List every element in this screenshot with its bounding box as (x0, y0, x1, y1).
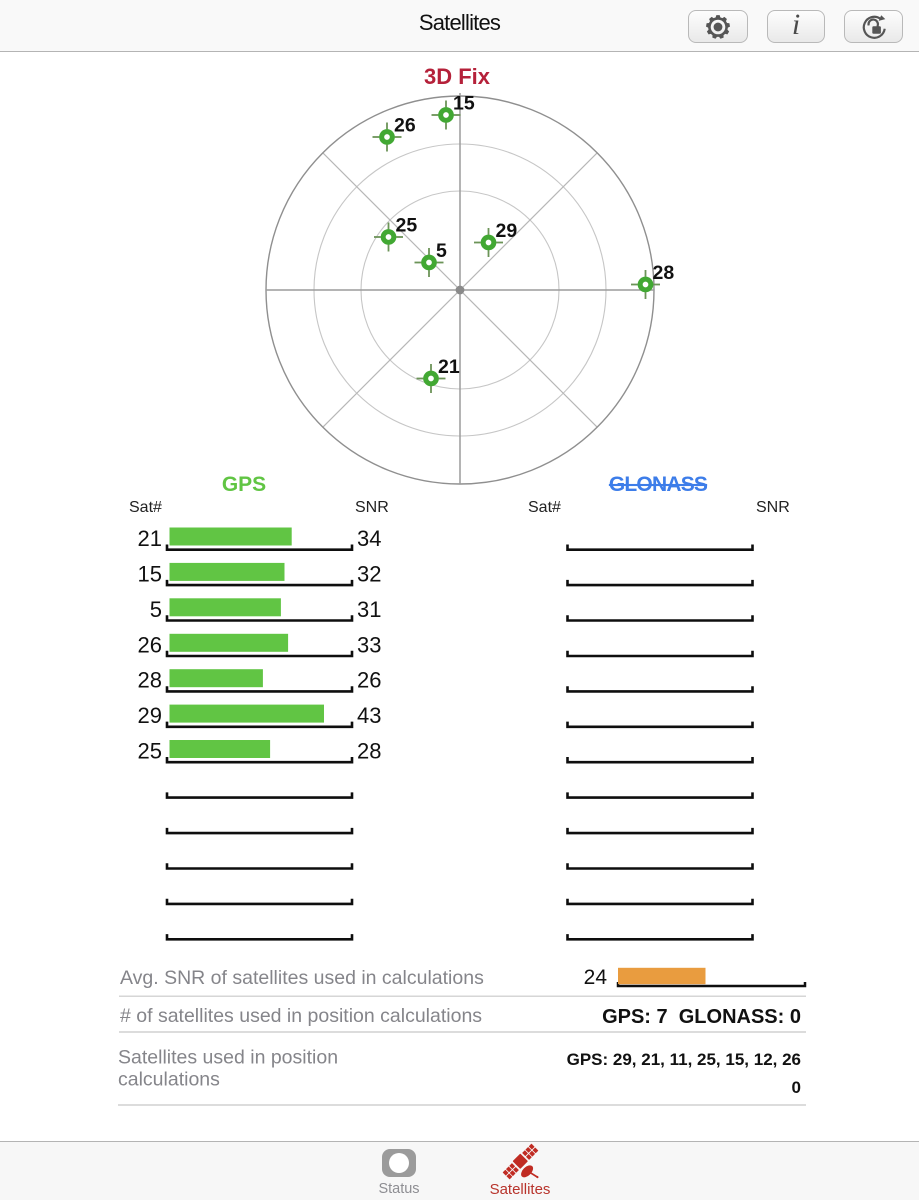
svg-text:25: 25 (396, 214, 418, 236)
svg-text:calculations: calculations (118, 1069, 220, 1091)
svg-text:SNR: SNR (355, 499, 389, 516)
svg-text:0: 0 (792, 1078, 801, 1097)
svg-text:34: 34 (357, 526, 381, 551)
svg-text:SNR: SNR (756, 499, 790, 516)
svg-text:GPS: 29, 21, 11, 25, 15, 12, 2: GPS: 29, 21, 11, 25, 15, 12, 26 (567, 1050, 801, 1069)
svg-text:3D Fix: 3D Fix (424, 64, 491, 89)
svg-text:28: 28 (653, 262, 675, 284)
svg-text:GPS: 7 GLONASS: 0: GPS: 7 GLONASS: 0 (602, 1006, 801, 1028)
svg-text:Sat#: Sat# (129, 499, 162, 516)
svg-text:# of satellites used in positi: # of satellites used in position calcula… (120, 1005, 482, 1027)
svg-text:28: 28 (357, 739, 381, 764)
svg-text:Avg. SNR of satellites used in: Avg. SNR of satellites used in calculati… (120, 967, 484, 989)
svg-text:Satellites used in position: Satellites used in position (118, 1047, 338, 1069)
svg-text:26: 26 (138, 632, 162, 657)
svg-text:5: 5 (150, 597, 162, 622)
svg-text:29: 29 (138, 703, 162, 728)
svg-text:33: 33 (357, 632, 381, 657)
svg-text:25: 25 (138, 739, 162, 764)
svg-text:GLONASS: GLONASS (609, 473, 708, 496)
svg-text:26: 26 (394, 114, 416, 136)
svg-text:24: 24 (584, 966, 608, 989)
svg-text:5: 5 (436, 240, 447, 262)
svg-text:15: 15 (138, 561, 162, 586)
svg-text:26: 26 (357, 668, 381, 693)
svg-text:31: 31 (357, 597, 381, 622)
svg-text:43: 43 (357, 703, 381, 728)
svg-text:15: 15 (453, 92, 475, 114)
svg-text:28: 28 (138, 668, 162, 693)
svg-text:GPS: GPS (222, 473, 266, 496)
svg-text:32: 32 (357, 561, 381, 586)
svg-text:21: 21 (138, 526, 162, 551)
svg-text:Sat#: Sat# (528, 499, 561, 516)
svg-text:21: 21 (438, 356, 460, 378)
svg-text:29: 29 (496, 220, 518, 242)
